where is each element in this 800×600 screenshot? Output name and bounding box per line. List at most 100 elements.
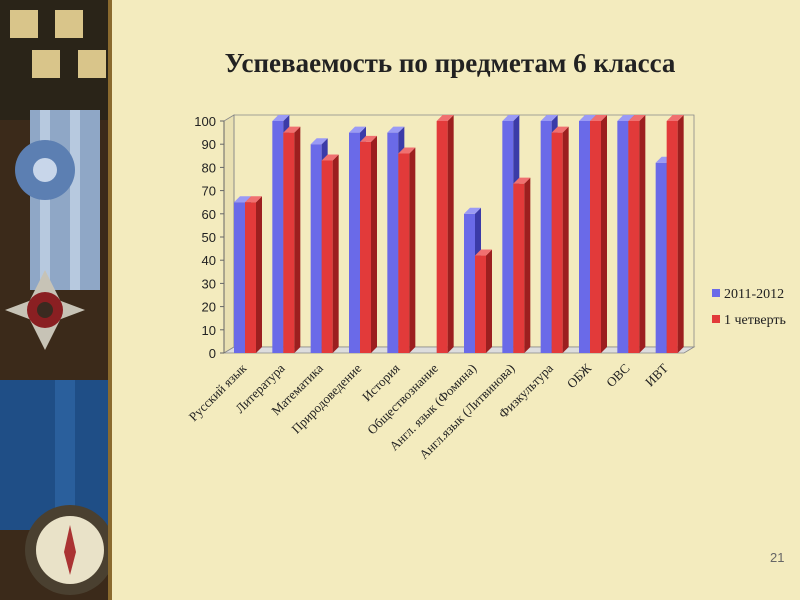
bar-top: [436, 115, 454, 121]
decorative-border-line: [108, 0, 112, 600]
x-tick-label: ОБЖ: [564, 360, 595, 391]
bar: [360, 135, 377, 353]
bar-top: [398, 147, 416, 154]
bar: [475, 249, 492, 353]
bar: [551, 126, 569, 353]
bar-side: [677, 115, 684, 353]
bar-front: [655, 162, 667, 353]
bar-top: [590, 115, 607, 121]
bar-top: [579, 115, 596, 121]
y-tick-label: 100: [194, 114, 216, 129]
bar-front: [234, 202, 245, 353]
bar-top: [513, 177, 531, 184]
x-tick-label: Природоведение: [288, 360, 364, 436]
chart-bars: [234, 115, 684, 353]
bar-side: [294, 126, 301, 353]
legend-label: 1 четверть: [724, 313, 786, 328]
bar-front: [321, 160, 333, 353]
bar: [666, 115, 684, 353]
bar-side: [486, 249, 492, 353]
bar-side: [409, 147, 416, 353]
y-tick-label: 30: [202, 276, 216, 291]
bar-top: [540, 115, 558, 121]
bar-top: [349, 126, 366, 133]
bar-front: [628, 121, 640, 353]
y-tick-label: 70: [202, 184, 216, 199]
bar-side: [524, 177, 531, 353]
bar: [436, 115, 454, 353]
bar-front: [360, 141, 371, 353]
bar-top: [666, 115, 684, 121]
y-tick-label: 20: [202, 300, 216, 315]
bar-top: [283, 126, 301, 133]
bar-front: [666, 121, 678, 353]
bar-top: [475, 249, 492, 256]
bar-front: [272, 121, 284, 353]
chart-legend: 2011-2012 1 четверть: [712, 287, 786, 328]
bar-front: [590, 121, 601, 353]
bar-front: [579, 121, 590, 353]
medals-illustration: [0, 0, 108, 600]
bar-front: [513, 183, 525, 353]
bar: [590, 115, 607, 353]
bar-top: [387, 126, 405, 133]
page-number: 21: [770, 550, 785, 565]
bar: [513, 177, 531, 353]
bar-front: [540, 121, 552, 353]
bar-top: [628, 115, 646, 121]
legend-swatch: [712, 289, 720, 297]
bar-front: [464, 213, 475, 353]
bar-side: [601, 115, 607, 353]
bar: [283, 126, 301, 353]
bar-front: [283, 132, 295, 353]
bar-front: [502, 121, 514, 353]
bar-front: [349, 132, 360, 353]
bar-side: [256, 196, 262, 353]
y-tick-label: 60: [202, 207, 216, 222]
bar-front: [310, 144, 322, 353]
bar-top: [502, 115, 520, 121]
y-axis-ticks: 0 10 20 30 40 50 60 70 80 90 100: [194, 114, 224, 361]
bar-front: [551, 132, 563, 353]
bar-top: [321, 154, 339, 161]
bar-top: [464, 207, 481, 214]
bar: [245, 196, 262, 353]
bar-top: [272, 115, 290, 121]
bar-top: [617, 115, 635, 121]
y-tick-label: 40: [202, 253, 216, 268]
bar-front: [398, 153, 410, 353]
chart-floor: [222, 346, 696, 354]
bar-top: [310, 138, 328, 145]
x-tick-label: ИВТ: [642, 360, 671, 389]
bar: [321, 154, 339, 353]
legend-label: 2011-2012: [724, 287, 784, 302]
decorative-medals-image: [0, 0, 108, 600]
bar-top: [551, 126, 569, 133]
bar-side: [562, 126, 569, 353]
bar-front: [617, 121, 629, 353]
chart-title: Успеваемость по предметам 6 класса: [224, 48, 676, 78]
bar-top: [360, 135, 377, 142]
x-tick-label: ОВС: [603, 361, 633, 391]
y-tick-label: 0: [209, 346, 216, 361]
bar-top: [234, 196, 251, 203]
bar-side: [447, 115, 454, 353]
bar-front: [387, 132, 399, 353]
bar-front: [245, 202, 256, 353]
bar-side: [371, 135, 377, 353]
bar-side: [332, 154, 339, 353]
bar-front: [436, 121, 448, 353]
legend-swatch: [712, 315, 720, 323]
y-tick-label: 80: [202, 160, 216, 175]
bar-front: [475, 255, 486, 353]
x-axis-labels: Русский языкЛитератураМатематикаПриродов…: [186, 360, 671, 462]
chart-side-wall: [223, 114, 235, 354]
bar: [398, 147, 416, 353]
bar: [628, 115, 646, 353]
y-tick-label: 10: [202, 323, 216, 338]
y-tick-label: 90: [202, 137, 216, 152]
bar-side: [639, 115, 646, 353]
y-tick-label: 50: [202, 230, 216, 245]
